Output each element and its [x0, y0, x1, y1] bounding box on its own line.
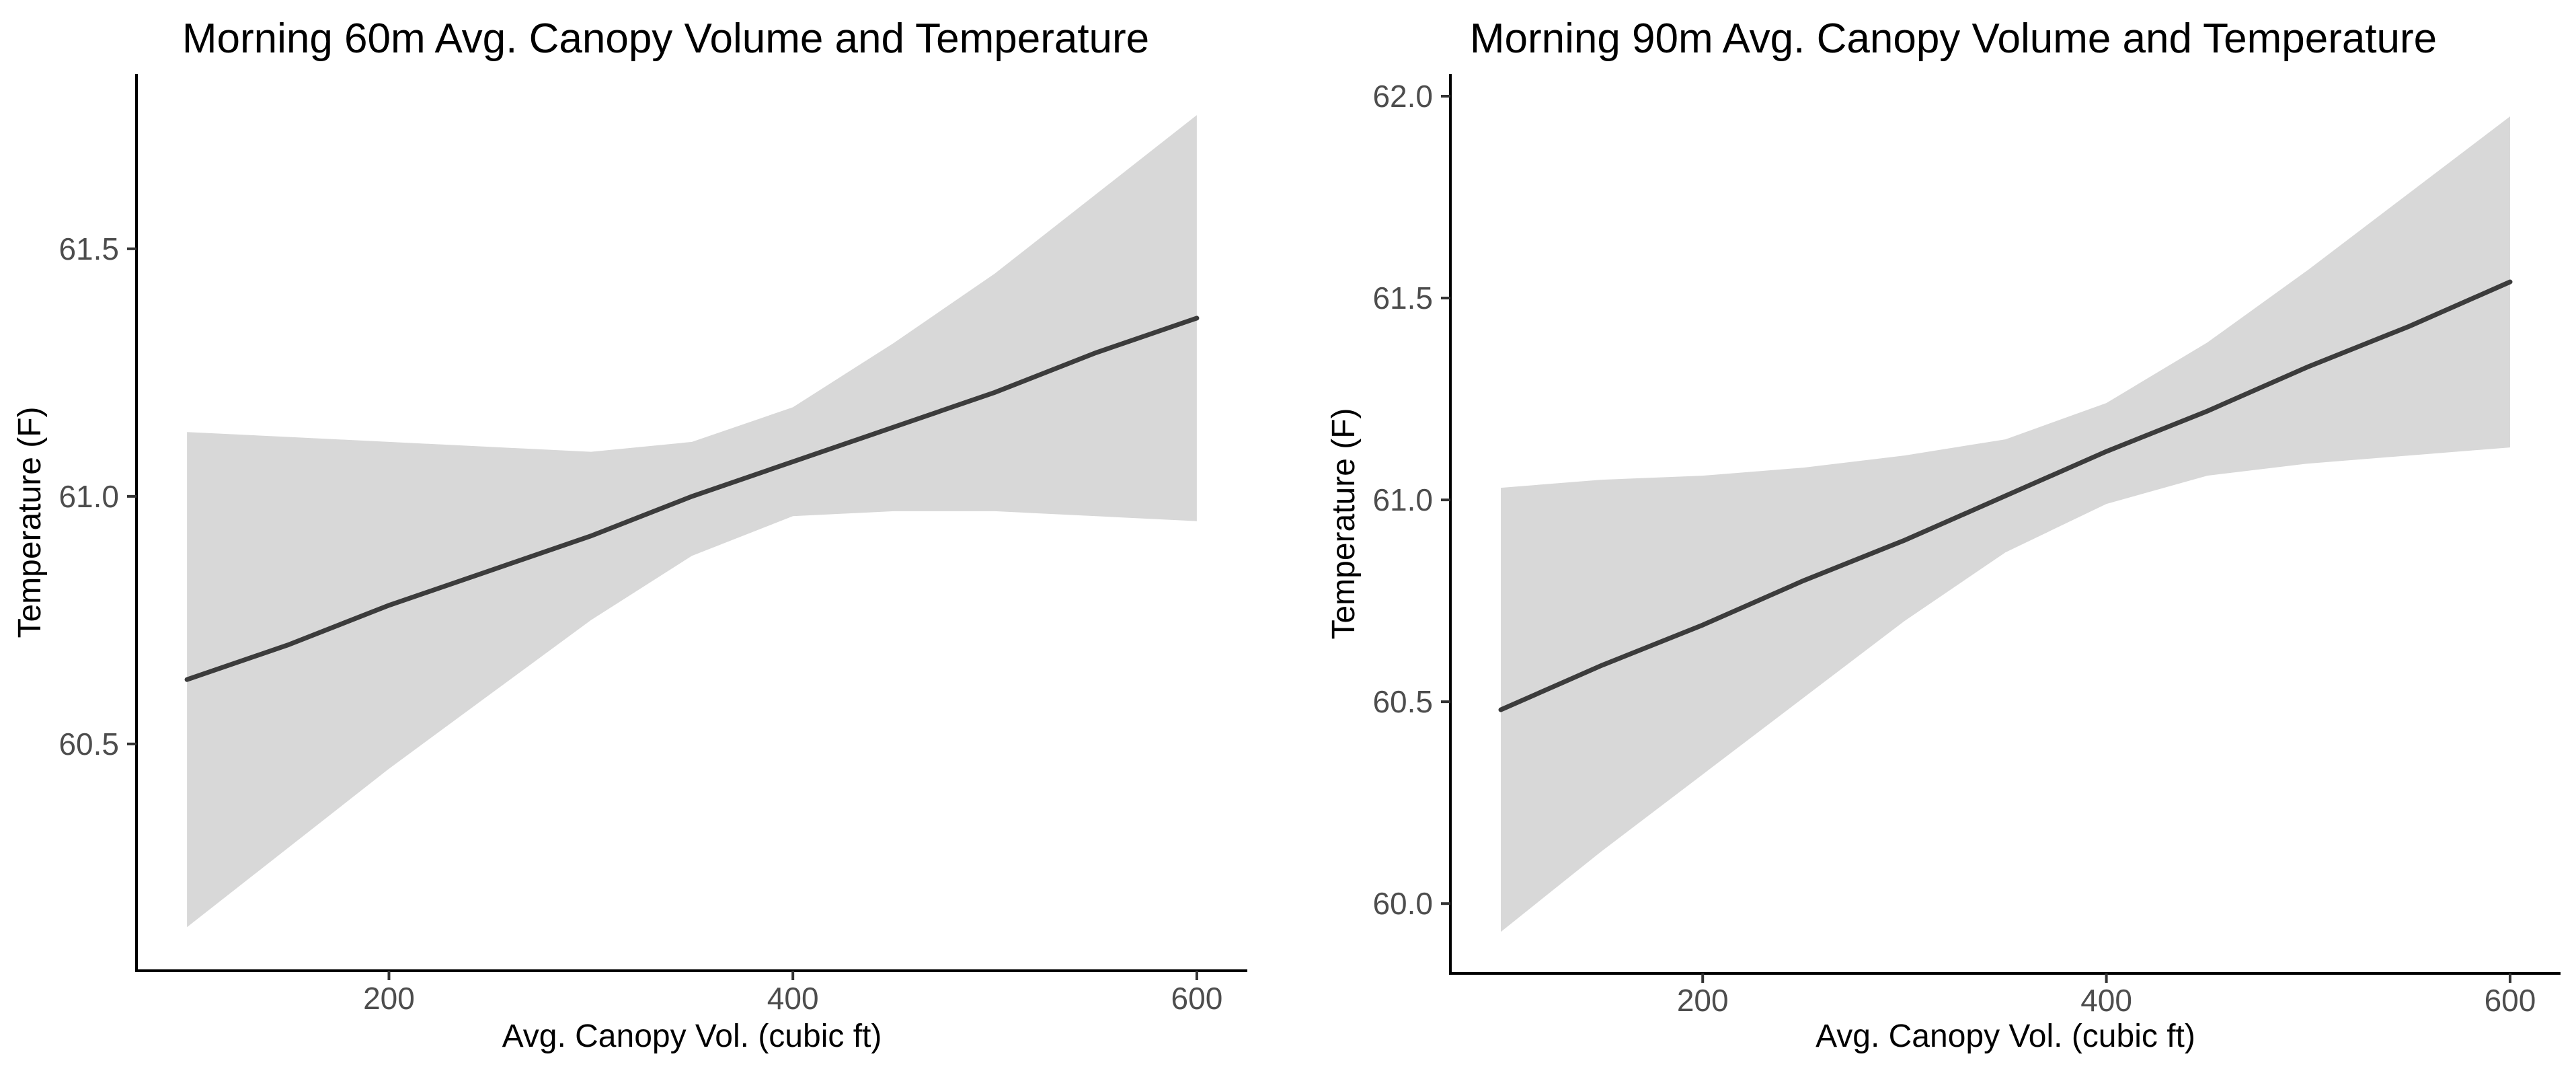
- plot-title: Morning 60m Avg. Canopy Volume and Tempe…: [182, 15, 1149, 62]
- x-tick-label: 200: [1677, 983, 1729, 1018]
- x-tick-label: 600: [1171, 981, 1223, 1016]
- x-tick-label: 600: [2485, 983, 2536, 1018]
- confidence-ribbon: [187, 115, 1197, 928]
- y-tick-label: 61.5: [1372, 281, 1433, 316]
- plot-title: Morning 90m Avg. Canopy Volume and Tempe…: [1470, 15, 2437, 62]
- y-tick-label: 60.5: [58, 727, 119, 762]
- y-axis-title: Temperature (F): [12, 406, 48, 638]
- x-axis-title: Avg. Canopy Vol. (cubic ft): [1816, 1018, 2195, 1054]
- confidence-ribbon: [1501, 116, 2510, 932]
- x-tick-label: 400: [767, 981, 819, 1016]
- y-tick-label: 61.0: [58, 479, 119, 514]
- regression-line: [184, 316, 1200, 682]
- y-tick-label: 62.0: [1372, 79, 1433, 114]
- x-tick-label: 400: [2080, 983, 2132, 1018]
- y-tick-label: 60.5: [1372, 684, 1433, 719]
- y-axis-title: Temperature (F): [1326, 408, 1362, 639]
- y-tick-label: 60.0: [1372, 886, 1433, 921]
- x-axis-title: Avg. Canopy Vol. (cubic ft): [502, 1018, 882, 1054]
- x-tick-label: 200: [363, 981, 415, 1016]
- y-tick-label: 61.0: [1372, 482, 1433, 517]
- regression-line: [1498, 279, 2513, 712]
- y-tick-label: 61.5: [58, 231, 119, 266]
